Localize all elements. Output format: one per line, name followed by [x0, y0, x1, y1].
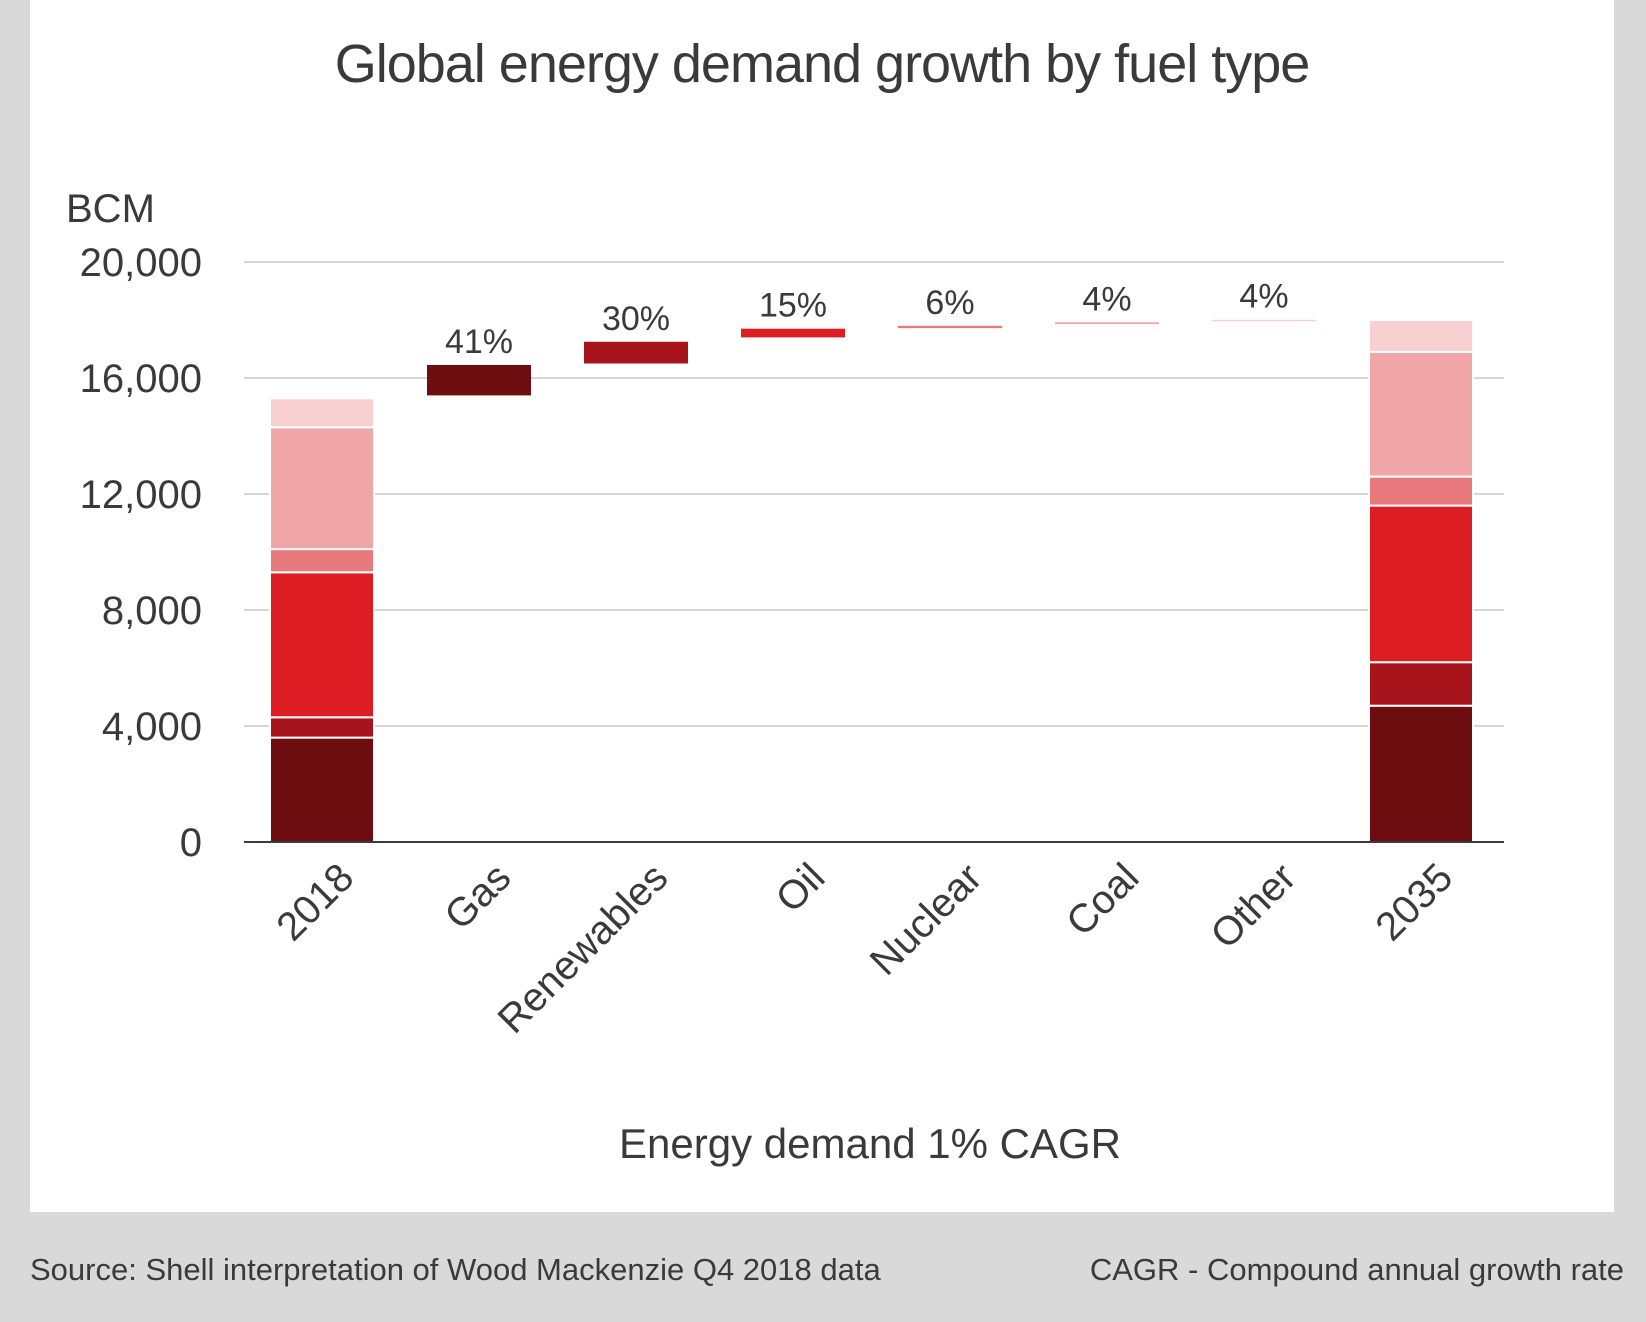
data-label: 30%	[602, 300, 670, 338]
chart-title: Global energy demand growth by fuel type	[335, 34, 1310, 94]
bar-segment	[269, 716, 375, 739]
increment-bar	[584, 341, 688, 364]
chart-panel: Global energy demand growth by fuel type…	[30, 0, 1614, 1212]
increment-bar	[1212, 319, 1316, 322]
y-tick-label: 12,000	[80, 473, 202, 517]
increment-bar	[427, 364, 531, 396]
y-unit-label: BCM	[66, 187, 155, 231]
gridlines	[244, 261, 1504, 727]
bar-segment	[1368, 504, 1474, 664]
chart: Global energy demand growth by fuel type…	[66, 34, 1504, 1167]
x-tick-label: Nuclear	[862, 855, 991, 984]
data-label: 15%	[759, 287, 827, 325]
x-tick-label: Other	[1203, 855, 1305, 957]
y-tick-label: 0	[180, 821, 202, 865]
increment-bar	[1055, 322, 1159, 325]
bars	[269, 319, 1474, 844]
bar-segment	[269, 426, 375, 551]
data-label: 6%	[925, 284, 974, 322]
bar-segment	[1368, 704, 1474, 844]
bar-segment	[269, 397, 375, 429]
footer-note: CAGR - Compound annual growth rate	[1089, 1252, 1624, 1287]
data-label: 41%	[445, 323, 513, 361]
bar-segment	[269, 548, 375, 574]
footer-source: Source: Shell interpretation of Wood Mac…	[30, 1252, 881, 1287]
x-tick-label: Renewables	[490, 855, 677, 1042]
y-tick-label: 8,000	[102, 589, 202, 633]
x-tick-label: Oil	[768, 855, 834, 921]
data-label: 4%	[1239, 278, 1288, 316]
x-tick-label: Coal	[1058, 855, 1147, 944]
increment-bar	[741, 328, 845, 338]
increment-bar	[898, 325, 1002, 329]
y-tick-label: 20,000	[80, 241, 202, 285]
bar-segment	[269, 571, 375, 719]
data-labels: 41% 30% 15% 6% 4% 4%	[445, 278, 1289, 361]
y-tick-label: 16,000	[80, 357, 202, 401]
y-tick-label: 4,000	[102, 705, 202, 749]
bar-segment	[1368, 350, 1474, 478]
x-axis-label: Energy demand 1% CAGR	[619, 1120, 1121, 1167]
x-tick-label: Gas	[436, 855, 519, 938]
x-tick-label: 2018	[268, 855, 362, 949]
x-tick-label: 2035	[1367, 855, 1461, 949]
bar-segment	[1368, 475, 1474, 507]
data-label: 4%	[1082, 280, 1131, 318]
bar-segment	[1368, 661, 1474, 707]
bar-segment	[1368, 319, 1474, 353]
y-tick-labels: 0 4,000 8,000 12,000 16,000 20,000	[80, 241, 202, 865]
bar-segment	[269, 736, 375, 843]
